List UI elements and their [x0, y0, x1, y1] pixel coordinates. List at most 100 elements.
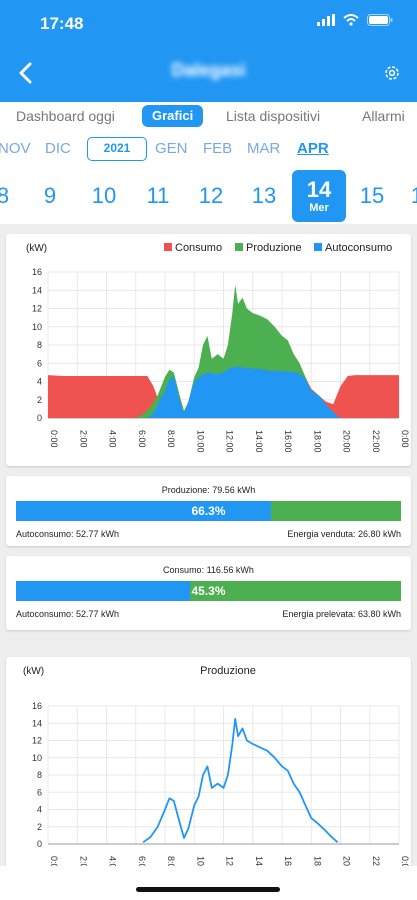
consumo-summary-card: Consumo: 116.56 kWh 45.3% Autoconsumo: 5… [6, 556, 411, 630]
x-tick-label: 20:00 [342, 430, 352, 453]
x-tick-label: 0:00 [49, 856, 59, 872]
x-tick-label: 2:00 [78, 430, 88, 448]
y-tick-label: 4 [37, 377, 42, 387]
x-tick-label: 14:00 [254, 430, 264, 453]
x-tick-label: 8:00 [166, 856, 176, 872]
produzione-progress-fill [16, 501, 272, 521]
tab-bar: Dashboard oggi Grafici Lista dispositivi… [0, 102, 417, 130]
y-tick-label: 8 [37, 340, 42, 350]
tab-dashboard-oggi[interactable]: Dashboard oggi [16, 108, 115, 124]
signal-icon [317, 14, 335, 26]
chart-legend: Consumo Produzione Autoconsumo [164, 242, 392, 254]
month-feb[interactable]: FEB [203, 140, 233, 157]
year-selector[interactable]: 2021 [87, 137, 147, 161]
produzione-summary-card: Produzione: 79.56 kWh 66.3% Autoconsumo:… [6, 476, 411, 546]
month-apr[interactable]: APR [297, 140, 329, 157]
legend-produzione: Produzione [246, 242, 302, 254]
day-item-selected[interactable]: 14 Mer [292, 170, 346, 222]
selected-day-number: 14 [306, 177, 332, 202]
consumo-total: Consumo: 116.56 kWh [163, 565, 254, 575]
legend-swatch-consumo [164, 243, 172, 251]
day-item[interactable]: 11 [146, 183, 170, 208]
produzione-chart-card: 0 2 4 6 8 10 12 14 16 0:00 2:00 4:00 6:00 8:00 10:00 1… [6, 657, 411, 879]
day-item[interactable]: 9 [43, 183, 57, 208]
gear-icon [385, 66, 399, 80]
chart2-ylabel: (kW) [23, 666, 44, 677]
y-tick-label: 2 [37, 822, 42, 832]
consumo-autoconsumo: Autoconsumo: 52.77 kWh [16, 609, 120, 619]
month-nov[interactable]: NOV [0, 140, 31, 157]
x-tick-label: 12:00 [225, 430, 235, 453]
x-tick-label: 10:00 [195, 430, 205, 453]
tab-allarmi[interactable]: Allarmi [362, 108, 405, 124]
month-mar[interactable]: MAR [247, 140, 281, 157]
produzione-progress-bar: 66.3% [16, 501, 401, 521]
day-item[interactable]: 15 [359, 183, 385, 208]
y-tick-label: 12 [32, 736, 42, 746]
y-tick-label: 2 [37, 395, 42, 405]
day-item[interactable]: 12 [198, 183, 224, 208]
page-title: Dalegasi [171, 60, 246, 80]
x-tick-label: 6:00 [137, 856, 147, 872]
produzione-percent: 66.3% [191, 504, 226, 518]
y-tick-label: 14 [32, 285, 42, 295]
power-chart-card: 0 2 4 6 8 10 12 14 16 0:00 2:00 4:00 6:00 8:00 10:00 1… [6, 234, 411, 466]
selected-day-weekday: Mer [309, 202, 329, 214]
settings-button[interactable] [383, 64, 401, 82]
y-tick-label: 10 [32, 753, 42, 763]
x-tick-label: 0:00 [400, 856, 410, 872]
area-autoconsumo [48, 366, 399, 418]
day-item[interactable]: 10 [91, 183, 117, 208]
x-tick-label: 6:00 [137, 430, 147, 448]
produzione-total: Produzione: 79.56 kWh [161, 485, 256, 495]
energia-prelevata: Energia prelevata: 63.80 kWh [282, 609, 401, 619]
x-tick-label: 8:00 [166, 430, 176, 448]
y-tick-label: 14 [32, 718, 42, 728]
y-tick-label: 4 [37, 805, 42, 815]
produzione-line [142, 718, 339, 844]
month-gen[interactable]: GEN [155, 140, 188, 157]
legend-swatch-autoconsumo [314, 243, 322, 251]
y-tick-label: 16 [32, 267, 42, 277]
legend-consumo: Consumo [175, 242, 222, 254]
tab-lista-dispositivi[interactable]: Lista dispositivi [226, 108, 321, 124]
y-tick-label: 6 [37, 787, 42, 797]
app-header: 17:48 Dalegasi [0, 0, 417, 102]
status-time: 17:48 [40, 14, 84, 33]
energia-venduta: Energia venduta: 26.80 kWh [287, 529, 401, 539]
x-tick-label: 18:00 [312, 430, 322, 453]
chart2-title: Produzione [200, 665, 256, 677]
day-item[interactable]: 13 [251, 183, 277, 208]
x-tick-label: 22:00 [371, 430, 381, 453]
consumo-progress-bar: 45.3% [16, 581, 401, 601]
y-tick-label: 10 [32, 322, 42, 332]
power-area-chart: 0 2 4 6 8 10 12 14 16 0:00 2:00 4:00 6:00 8:00 10:00 1… [26, 242, 410, 453]
y-tick-label: 16 [32, 701, 42, 711]
x-tick-label: 4:00 [108, 430, 118, 448]
y-tick-label: 6 [37, 358, 42, 368]
x-tick-label: 16:00 [283, 430, 293, 453]
y-tick-label: 0 [37, 839, 42, 849]
month-dic[interactable]: DIC [45, 140, 71, 157]
legend-swatch-produzione [235, 243, 243, 251]
y-tick-label: 0 [37, 413, 42, 423]
status-icons [317, 14, 393, 26]
y-tick-label: 8 [37, 770, 42, 780]
chart1-ylabel: (kW) [26, 243, 47, 254]
day-selector: 8 9 10 11 12 13 14 Mer 15 16 [0, 168, 417, 224]
consumo-progress-fill [16, 581, 191, 601]
bottom-safe-area [0, 866, 417, 900]
consumo-percent: 45.3% [191, 584, 226, 598]
day-item[interactable]: 16 [410, 183, 417, 208]
tab-grafici[interactable]: Grafici [142, 105, 204, 127]
chevron-left-icon [19, 62, 32, 84]
month-selector: NOV DIC 2021 GEN FEB MAR APR [0, 130, 417, 168]
x-tick-label: 0:00 [49, 430, 59, 448]
y-tick-label: 12 [32, 304, 42, 314]
wifi-icon [343, 14, 359, 26]
x-tick-label: 0:00 [400, 430, 410, 448]
back-button[interactable] [12, 58, 38, 88]
battery-icon [367, 14, 393, 26]
day-item[interactable]: 8 [0, 183, 10, 208]
